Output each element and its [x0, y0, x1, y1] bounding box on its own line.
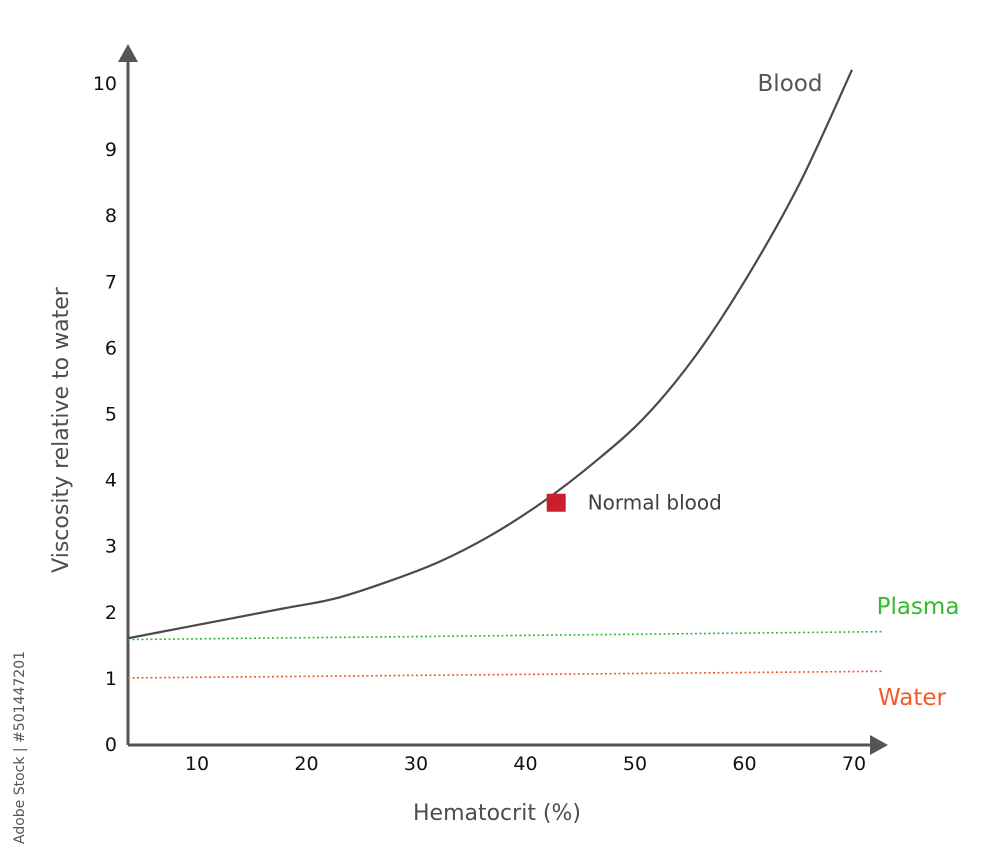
- y-tick-label: 1: [105, 668, 117, 690]
- x-tick-label: 40: [513, 753, 537, 775]
- axes: [118, 44, 888, 755]
- normal-blood-marker: [546, 493, 566, 512]
- x-tick-label: 50: [623, 753, 647, 775]
- x-tick-label: 10: [185, 753, 209, 775]
- y-axis-title: Viscosity relative to water: [49, 286, 74, 573]
- y-tick-label: 10: [93, 73, 117, 95]
- y-tick-label: 9: [105, 139, 117, 161]
- y-tick-label: 2: [105, 602, 117, 624]
- blood-label: Blood: [758, 71, 823, 97]
- y-axis-arrow: [118, 44, 138, 62]
- plasma-label: Plasma: [877, 594, 960, 620]
- x-tick-label: 60: [732, 753, 756, 775]
- water-line: [127, 670, 885, 679]
- blood-curve: [127, 69, 853, 640]
- x-axis-arrow: [870, 735, 888, 755]
- x-axis-title: Hematocrit (%): [413, 801, 581, 826]
- stock-credit-text: Adobe Stock | #501447201: [12, 651, 28, 844]
- y-tick-label: 5: [105, 404, 117, 426]
- normal-blood-label: Normal blood: [588, 491, 722, 515]
- x-tick-label: 20: [294, 753, 318, 775]
- y-tick-label: 8: [105, 205, 117, 227]
- x-tick-labels: 10 20 30 40 50 60 70: [185, 753, 866, 775]
- series-layer: [127, 69, 885, 679]
- stock-credit: Adobe Stock | #501447201: [12, 630, 34, 844]
- y-tick-label: 6: [105, 337, 117, 359]
- x-tick-label: 70: [842, 753, 866, 775]
- y-tick-label: 7: [105, 271, 117, 293]
- annotations: Normal blood: [546, 491, 722, 515]
- y-tick-label: 3: [105, 536, 117, 558]
- water-label: Water: [878, 685, 947, 711]
- y-tick-label: 0: [105, 734, 117, 756]
- y-tick-labels: 0 1 2 3 4 5 6 7 8 9 10: [93, 73, 117, 756]
- x-tick-label: 30: [404, 753, 428, 775]
- series-labels: Blood Plasma Water: [758, 71, 960, 711]
- plasma-line: [127, 630, 885, 641]
- y-tick-label: 4: [105, 470, 117, 492]
